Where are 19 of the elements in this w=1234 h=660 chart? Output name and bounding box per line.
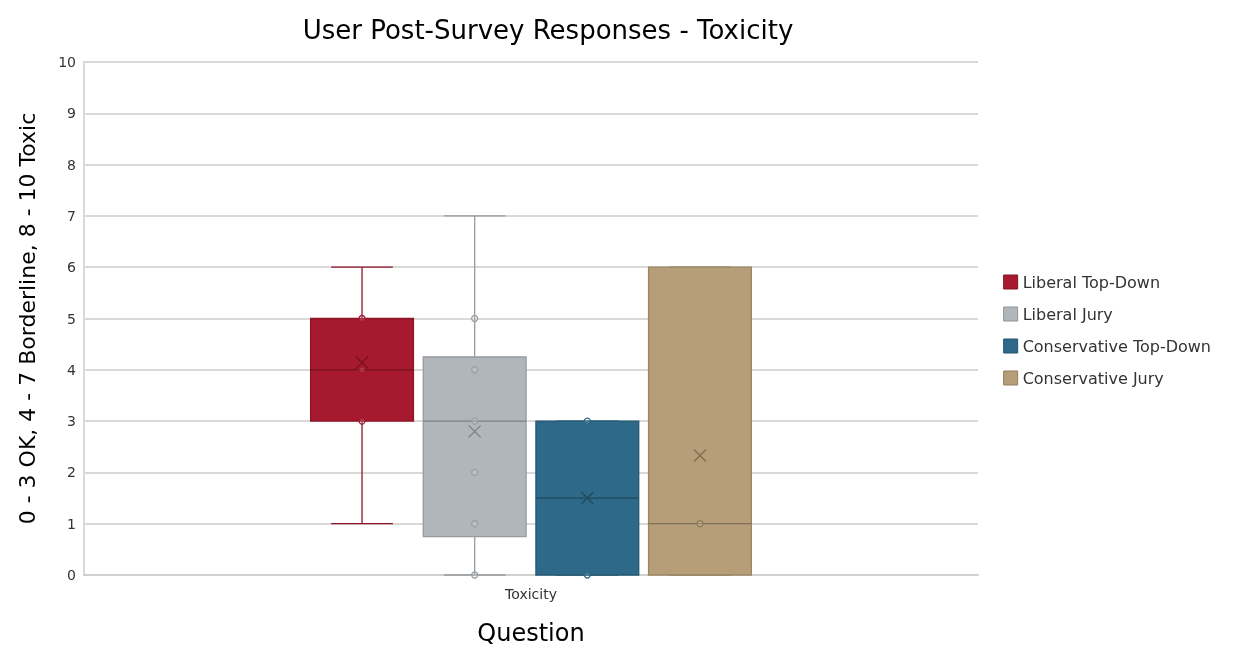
y-tick-label: 7 [67, 207, 76, 224]
legend-label: Conservative Jury [1022, 368, 1164, 388]
legend-label: Conservative Top-Down [1022, 336, 1211, 356]
y-tick-label: 1 [67, 515, 76, 532]
y-axis-title: 0 - 3 OK, 4 - 7 Borderline, 8 - 10 Toxic [14, 112, 40, 525]
y-tick-label: 3 [67, 413, 76, 430]
x-axis-title: Question [477, 619, 585, 647]
legend-label: Liberal Jury [1022, 304, 1113, 324]
y-tick-label: 4 [67, 361, 77, 378]
y-tick-label: 9 [67, 105, 76, 122]
y-tick-label: 6 [67, 259, 77, 276]
y-tick-label: 2 [67, 464, 76, 481]
y-tick-label: 5 [67, 310, 76, 327]
y-tick-label: 0 [67, 567, 76, 583]
legend-label: Liberal Top-Down [1022, 272, 1161, 292]
y-tick-label: 10 [58, 54, 76, 70]
y-tick-label: 8 [67, 156, 76, 173]
chart-title: User Post-Survey Responses - Toxicity [302, 15, 794, 45]
x-tick-label: Toxicity [504, 586, 557, 602]
